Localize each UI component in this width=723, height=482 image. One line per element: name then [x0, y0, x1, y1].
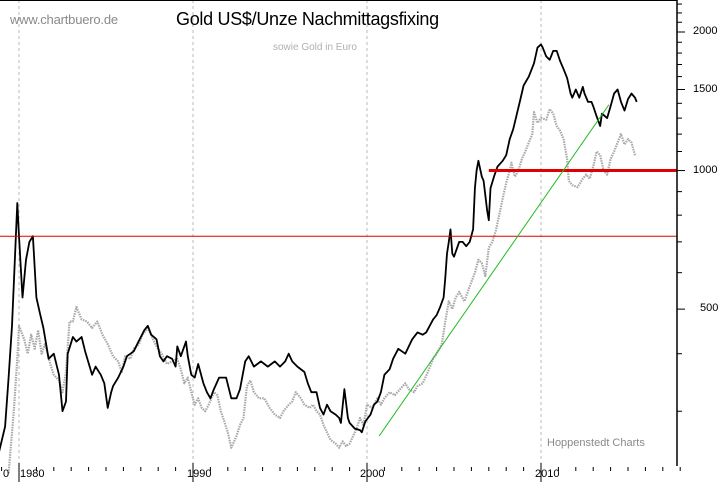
x-tick-label: 0 — [3, 468, 10, 480]
trend-line — [378, 104, 610, 437]
x-tick-label: 1980 — [20, 468, 45, 480]
annotation-lines — [0, 104, 677, 437]
x-tick-label: 2000 — [360, 468, 385, 480]
axes — [0, 0, 685, 482]
usd-gold-series — [0, 43, 638, 452]
series-line — [7, 107, 637, 474]
y-tick-label: 500 — [700, 302, 719, 315]
series-line — [0, 43, 638, 452]
site-watermark: www.chartbuero.de — [10, 12, 118, 27]
chart-title: Gold US$/Unze Nachmittagsfixing — [176, 9, 439, 29]
y-tick-label: 2000 — [693, 25, 718, 37]
vertical-gridlines — [18, 0, 542, 465]
eur-gold-series — [7, 107, 637, 474]
y-tick-label: 1000 — [693, 163, 718, 176]
y-tick-label: 1500 — [693, 82, 718, 95]
x-tick-label: 2010 — [535, 468, 560, 480]
source-credit: Hoppenstedt Charts — [547, 437, 645, 449]
x-tick-label: 1990 — [187, 468, 212, 480]
chart-subtitle: sowie Gold in Euro — [273, 42, 357, 53]
